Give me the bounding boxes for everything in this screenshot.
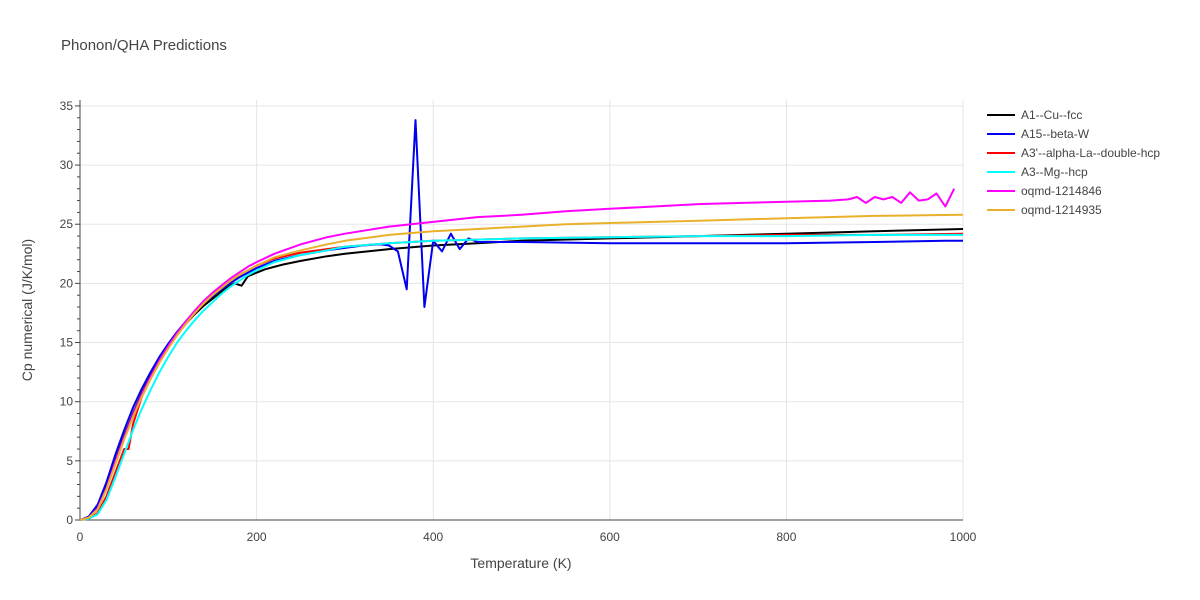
chart-title: Phonon/QHA Predictions bbox=[61, 37, 227, 54]
legend-item[interactable]: A15--beta-W bbox=[987, 127, 1090, 141]
x-tick-label: 800 bbox=[776, 530, 796, 544]
series-line bbox=[79, 119, 963, 521]
x-tick-label: 1000 bbox=[950, 530, 977, 544]
legend-item[interactable]: A3--Mg--hcp bbox=[987, 165, 1088, 179]
legend-label: A3'--alpha-La--double-hcp bbox=[1021, 146, 1160, 160]
legend[interactable]: A1--Cu--fcc A15--beta-W A3'--alpha-La--dou… bbox=[987, 108, 1160, 217]
x-axis-title: Temperature (K) bbox=[470, 555, 571, 571]
y-tick-label: 10 bbox=[60, 395, 74, 409]
legend-item[interactable]: A1--Cu--fcc bbox=[987, 108, 1082, 122]
y-tick-label: 25 bbox=[60, 217, 74, 231]
legend-label: oqmd-1214935 bbox=[1021, 203, 1102, 217]
y-tick-label: 15 bbox=[60, 336, 74, 350]
x-tick-label: 0 bbox=[77, 530, 84, 544]
y-tick-label: 30 bbox=[60, 158, 74, 172]
legend-label: A3--Mg--hcp bbox=[1021, 165, 1088, 179]
series-line bbox=[79, 213, 964, 521]
series-line bbox=[79, 228, 964, 521]
y-tick-label: 5 bbox=[66, 454, 73, 468]
series-lines bbox=[79, 119, 964, 521]
series-line bbox=[79, 233, 963, 521]
legend-item[interactable]: oqmd-1214935 bbox=[987, 203, 1102, 217]
series-line bbox=[79, 188, 956, 521]
legend-item[interactable]: A3'--alpha-La--double-hcp bbox=[987, 146, 1160, 160]
x-tick-label: 400 bbox=[423, 530, 443, 544]
y-tick-label: 20 bbox=[60, 276, 74, 290]
legend-label: oqmd-1214846 bbox=[1021, 184, 1102, 198]
legend-label: A1--Cu--fcc bbox=[1021, 108, 1082, 122]
tick-labels: 0 5 10 15 20 25 30 35 0 200 400 600 800 1000 bbox=[60, 99, 977, 544]
axes bbox=[75, 100, 963, 521]
series-line bbox=[79, 232, 964, 521]
grid bbox=[80, 100, 964, 520]
y-axis-title: Cp numerical (J/K/mol) bbox=[19, 239, 35, 381]
y-tick-label: 35 bbox=[60, 99, 74, 113]
x-tick-label: 600 bbox=[600, 530, 620, 544]
y-tick-label: 0 bbox=[66, 513, 73, 527]
legend-label: A15--beta-W bbox=[1021, 127, 1090, 141]
x-tick-label: 200 bbox=[247, 530, 267, 544]
legend-item[interactable]: oqmd-1214846 bbox=[987, 184, 1102, 198]
